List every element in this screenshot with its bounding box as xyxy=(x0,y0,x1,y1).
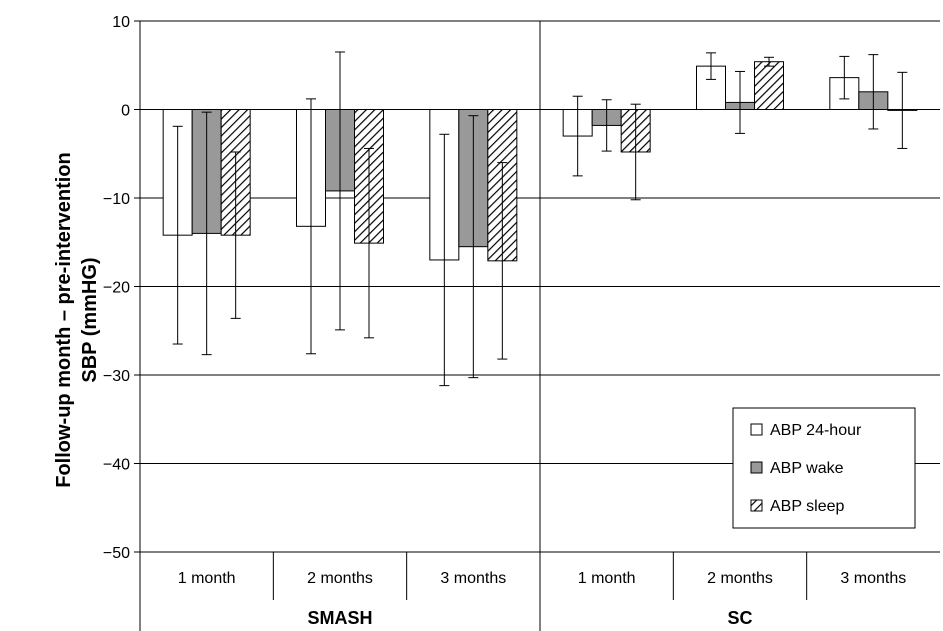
y-tick-label: −20 xyxy=(103,280,130,297)
y-axis-title-line-1: Follow-up month – pre-intervention xyxy=(53,152,75,488)
y-tick-label: 10 xyxy=(112,14,130,31)
group-label: SC xyxy=(727,608,752,628)
category-label: 3 months xyxy=(840,570,906,587)
legend-box xyxy=(732,407,916,529)
legend-swatch xyxy=(750,499,763,512)
legend-swatch xyxy=(750,461,763,474)
category-label: 2 months xyxy=(307,570,373,587)
labels: 10 0 −10 −20 −30 −40 −50 1 month 2 months 3 month… xyxy=(103,14,906,628)
legend-label: ABP wake xyxy=(770,460,844,477)
group-label: SMASH xyxy=(307,608,372,628)
legend-label: ABP 24-hour xyxy=(770,422,862,439)
y-axis-title-line-2: SBP (mmHG) xyxy=(79,257,101,382)
legend-label: ABP sleep xyxy=(770,498,845,515)
y-tick-label: −40 xyxy=(103,457,130,474)
category-label: 3 months xyxy=(440,570,506,587)
category-label: 1 month xyxy=(578,570,636,587)
category-label: 2 months xyxy=(707,570,773,587)
legend-swatch xyxy=(750,423,763,436)
y-tick-label: −50 xyxy=(103,545,130,562)
y-axis-title: Follow-up month – pre-intervention SBP (… xyxy=(53,152,101,488)
error-bars xyxy=(172,51,908,387)
y-tick-label: −30 xyxy=(103,368,130,385)
category-label: 1 month xyxy=(178,570,236,587)
y-tick-label: −10 xyxy=(103,191,130,208)
bar-abp-sleep xyxy=(754,61,784,110)
legend: ABP 24-hour ABP wake ABP sleep xyxy=(732,407,916,529)
axes xyxy=(134,20,808,631)
y-tick-label: 0 xyxy=(121,103,130,120)
